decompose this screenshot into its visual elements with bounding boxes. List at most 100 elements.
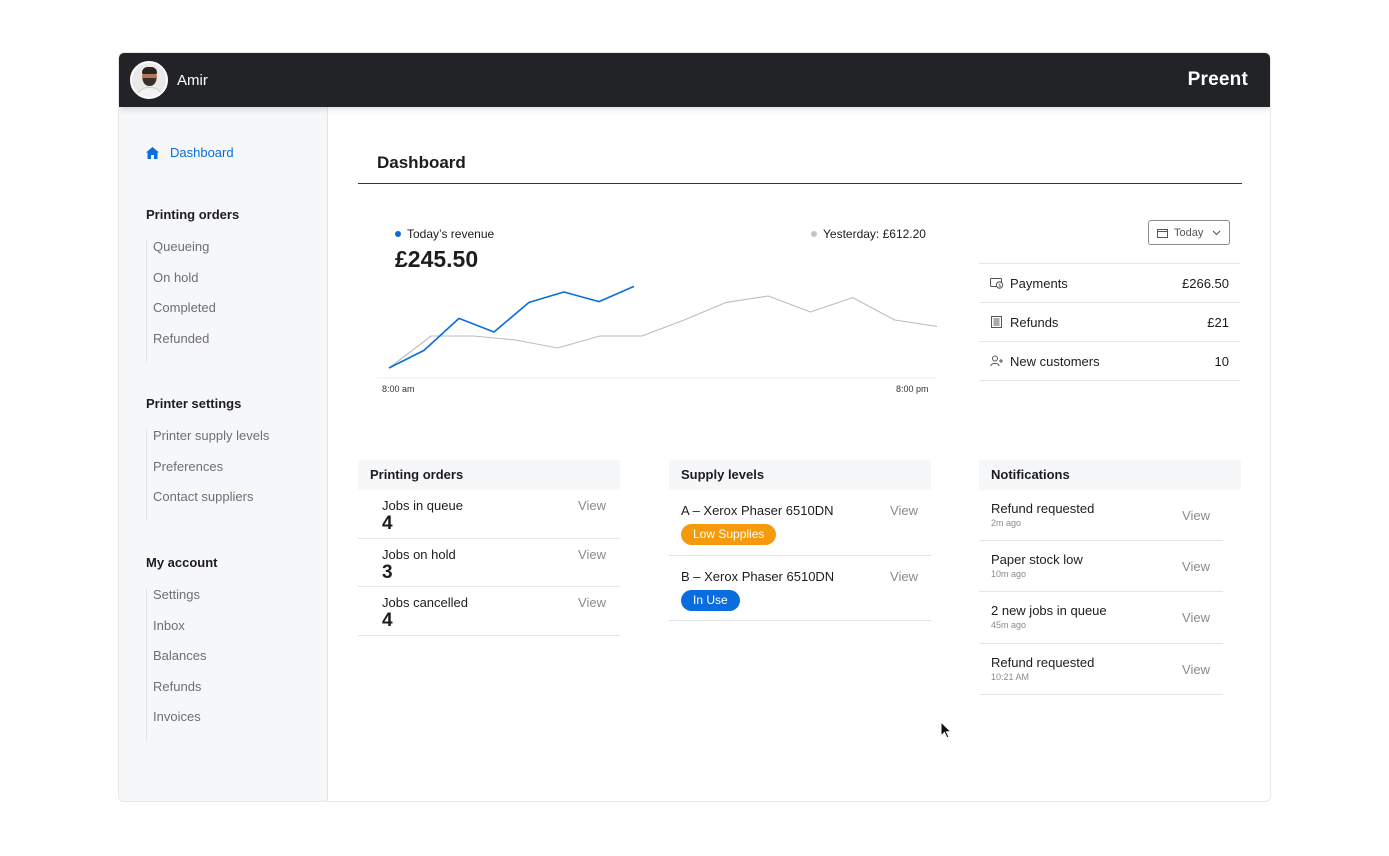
calendar-icon: [1157, 228, 1168, 238]
notification-label: Refund requested: [991, 654, 1095, 670]
printer-label: A – Xerox Phaser 6510DN: [681, 503, 834, 518]
sidebar-section-printer-settings: Printer settings Printer supply levels P…: [146, 396, 269, 521]
stat-refunds: Refunds £21: [979, 303, 1240, 342]
sidebar-item-label: Dashboard: [170, 145, 234, 160]
mouse-pointer-icon: [940, 721, 952, 739]
list-item: Jobs cancelled 4 View: [358, 587, 620, 637]
panel-title: Notifications: [979, 460, 1241, 490]
sidebar: Dashboard Printing orders Queueing On ho…: [119, 107, 328, 801]
list-item: Jobs in queue 4 View: [358, 490, 620, 539]
supply-levels-panel: Supply levels A – Xerox Phaser 6510DN Lo…: [669, 460, 931, 621]
legend-dot-today: [395, 231, 401, 237]
sidebar-item-dashboard[interactable]: Dashboard: [146, 145, 234, 160]
date-range-label: Today: [1174, 226, 1204, 239]
stat-new-customers: New customers 10: [979, 342, 1240, 381]
series-line-yesterday: [388, 295, 937, 369]
status-badge: Low Supplies: [681, 524, 777, 545]
sidebar-item-settings[interactable]: Settings: [153, 587, 200, 602]
list-item: A – Xerox Phaser 6510DN Low Supplies Vie…: [669, 490, 931, 556]
chevron-down-icon: [1212, 230, 1221, 235]
notification-label: 2 new jobs in queue: [991, 603, 1107, 619]
list-item: B – Xerox Phaser 6510DN In Use View: [669, 556, 931, 621]
order-label: Jobs cancelled: [382, 595, 468, 611]
x-tick-start: 8:00 am: [382, 384, 415, 394]
view-link[interactable]: View: [1182, 559, 1210, 575]
list-item: Refund requested 10:21 AM View: [979, 644, 1223, 695]
username[interactable]: Amir: [177, 71, 208, 89]
revenue-chart: [377, 285, 937, 379]
sidebar-item-contact-suppliers[interactable]: Contact suppliers: [153, 489, 254, 505]
list-item: 2 new jobs in queue 45m ago View: [979, 592, 1223, 644]
legend-today-label: Today’s revenue: [407, 227, 495, 241]
list-item: Refund requested 2m ago View: [979, 490, 1223, 542]
order-label: Jobs in queue: [382, 498, 463, 513]
sidebar-section-printing-orders: Printing orders Queueing On hold Complet…: [146, 207, 239, 363]
notification-time: 45m ago: [991, 620, 1027, 631]
notification-time: 2m ago: [991, 518, 1022, 528]
stat-label: Refunds: [1010, 314, 1059, 330]
main-content: Dashboard Today’s revenue £245.50 Yester…: [329, 107, 1270, 801]
view-link[interactable]: View: [578, 546, 606, 562]
brand-logo: Preent: [1187, 69, 1248, 90]
panel-title: Printing orders: [358, 460, 620, 490]
notification-label: Refund requested: [991, 501, 1095, 516]
order-count: 4: [382, 610, 393, 632]
order-label: Jobs on hold: [382, 546, 456, 562]
legend-dot-yesterday: [811, 231, 817, 237]
sidebar-item-preferences[interactable]: Preferences: [153, 458, 224, 474]
stat-value: £266.50: [1182, 275, 1229, 291]
order-count: 3: [382, 561, 393, 583]
stat-value: £21: [1207, 314, 1229, 330]
panel-title: Supply levels: [669, 460, 931, 490]
stats-list: $ Payments £266.50 Refunds £21 New custo…: [979, 263, 1240, 381]
legend-today: Today’s revenue: [395, 227, 494, 241]
sidebar-item-refunds[interactable]: Refunds: [153, 678, 202, 694]
stat-label: New customers: [1010, 353, 1100, 369]
series-line-today: [388, 285, 635, 369]
sidebar-item-invoices[interactable]: Invoices: [153, 709, 201, 725]
printing-orders-panel: Printing orders Jobs in queue 4 View Job…: [358, 460, 620, 637]
avatar[interactable]: [130, 61, 168, 99]
list-item: Jobs on hold 3 View: [358, 539, 620, 588]
sidebar-section-my-account: My account Settings Inbox Balances Refun…: [146, 555, 218, 741]
page-title: Dashboard: [377, 153, 466, 172]
view-link[interactable]: View: [1182, 610, 1210, 626]
sidebar-item-queueing[interactable]: Queueing: [153, 239, 210, 254]
svg-text:$: $: [998, 283, 1001, 289]
view-link[interactable]: View: [890, 568, 918, 584]
view-link[interactable]: View: [1182, 661, 1210, 677]
sidebar-section-title: Printer settings: [146, 396, 242, 411]
sidebar-item-inbox[interactable]: Inbox: [153, 617, 185, 633]
title-divider: [358, 183, 1242, 184]
legend-yesterday: Yesterday: £612.20: [811, 227, 926, 241]
view-link[interactable]: View: [890, 503, 918, 518]
payment-icon: $: [990, 278, 1004, 289]
sidebar-section-title: My account: [146, 555, 218, 570]
notification-time: 10m ago: [991, 569, 1027, 580]
order-count: 4: [382, 513, 393, 534]
notifications-panel: Notifications Refund requested 2m ago Vi…: [979, 460, 1241, 695]
sidebar-item-refunded[interactable]: Refunded: [153, 330, 210, 346]
status-badge: In Use: [681, 589, 740, 611]
printer-label: B – Xerox Phaser 6510DN: [681, 568, 835, 584]
date-range-dropdown[interactable]: Today: [1148, 220, 1230, 245]
receipt-icon: [991, 316, 1002, 328]
view-link[interactable]: View: [578, 595, 606, 611]
top-bar: Amir Preent: [119, 53, 1270, 107]
home-icon: [146, 146, 159, 159]
view-link[interactable]: View: [1182, 508, 1210, 523]
notification-label: Paper stock low: [991, 552, 1083, 568]
sidebar-item-on-hold[interactable]: On hold: [153, 269, 199, 285]
sidebar-item-printer-supply-levels[interactable]: Printer supply levels: [153, 428, 270, 443]
revenue-value: £245.50: [395, 246, 479, 272]
stat-payments: $ Payments £266.50: [979, 264, 1240, 303]
stat-label: Payments: [1010, 275, 1068, 291]
notification-time: 10:21 AM: [991, 671, 1030, 682]
add-user-icon: [990, 355, 1003, 367]
list-item: Paper stock low 10m ago View: [979, 541, 1223, 593]
sidebar-item-balances[interactable]: Balances: [153, 648, 207, 664]
x-tick-end: 8:00 pm: [896, 384, 929, 394]
view-link[interactable]: View: [578, 498, 606, 513]
stat-value: 10: [1214, 353, 1229, 369]
sidebar-item-completed[interactable]: Completed: [153, 300, 216, 316]
